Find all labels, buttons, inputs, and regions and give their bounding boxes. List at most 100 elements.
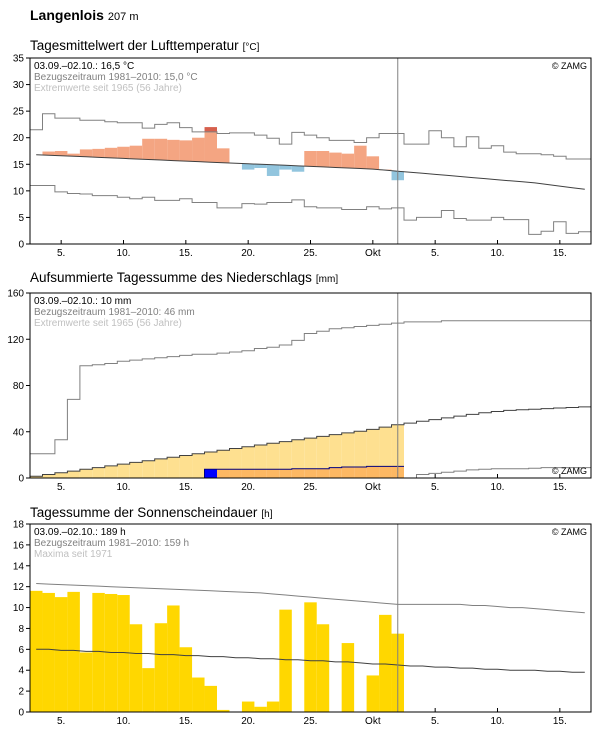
precip-actual-area <box>316 468 330 478</box>
x-tick-label: 15. <box>179 716 193 727</box>
x-tick-label: 15. <box>179 482 193 493</box>
panel-note: Bezugszeitraum 1981–2010: 159 h <box>34 538 189 549</box>
precip-deficit-area <box>354 431 367 468</box>
sunshine-bar <box>129 624 143 712</box>
precip-deficit-area <box>179 455 193 478</box>
x-tick-label: 15. <box>553 248 567 259</box>
copyright-label: © ZAMG <box>552 61 587 71</box>
y-tick-label: 16 <box>13 540 25 551</box>
sunshine-bar <box>254 706 267 712</box>
precip-deficit-area <box>167 457 180 478</box>
precip-actual-area <box>291 468 305 478</box>
temp-bar-above <box>341 153 355 169</box>
sunshine-bar <box>167 605 180 712</box>
x-tick-label: 5. <box>57 248 65 259</box>
precip-deficit-area <box>304 438 317 469</box>
sunshine-bar <box>154 623 168 712</box>
panel-unit: [h] <box>261 509 272 520</box>
y-tick-label: 120 <box>7 335 24 346</box>
panel-title-1: Tagesmittelwert der Lufttemperatur [°C] <box>30 38 260 53</box>
y-tick-label: 30 <box>13 80 25 91</box>
precip-actual-area <box>304 468 317 478</box>
panel-note: Extremwerte seit 1965 (56 Jahre) <box>34 318 182 329</box>
precip-deficit-area <box>291 439 305 469</box>
y-tick-label: 160 <box>7 289 24 300</box>
precip-deficit-area <box>192 453 205 478</box>
sunshine-bar <box>316 624 330 712</box>
panel-2: Aufsummierte Tagessumme des Niederschlag… <box>7 270 592 493</box>
sunshine-bar <box>304 602 317 712</box>
sunshine-bar <box>379 614 392 712</box>
temp-bar-above <box>104 147 118 158</box>
precip-actual-area <box>329 467 342 478</box>
panel-note: 03.09.–02.10.: 189 h <box>34 527 126 538</box>
y-tick-label: 18 <box>13 520 25 531</box>
y-tick-label: 12 <box>13 582 25 593</box>
plot-frame <box>29 523 592 713</box>
temp-bar-above <box>217 148 230 163</box>
temp-bar-below <box>291 165 305 172</box>
sunshine-bar <box>341 643 355 712</box>
panel-title-text: Aufsummierte Tagessumme des Niederschlag… <box>30 270 312 285</box>
precip-deficit-area <box>42 474 55 478</box>
x-tick-label: 10. <box>491 248 505 259</box>
sunshine-bar <box>92 592 105 712</box>
sunshine-bar <box>54 597 68 712</box>
sunshine-bar <box>142 668 155 712</box>
panel-3: Tagessumme der Sonnenscheindauer [h] 0 2 4 6 8… <box>13 505 592 727</box>
sunshine-bar <box>204 685 217 712</box>
precip-deficit-area <box>54 472 68 478</box>
temp-bar-extreme <box>204 127 217 132</box>
temp-bar-above <box>92 148 105 158</box>
y-tick-label: 40 <box>13 427 25 438</box>
temp-bar-above <box>316 151 330 167</box>
copyright-label: © ZAMG <box>552 466 587 476</box>
y-tick-label: 4 <box>18 666 24 677</box>
precip-deficit-area <box>67 471 80 478</box>
precip-deficit-area <box>341 432 355 468</box>
temp-bar-above <box>179 140 193 162</box>
panel-note: Extremwerte seit 1965 (56 Jahre) <box>34 83 182 94</box>
panel-note: 03.09.–02.10.: 10 mm <box>34 296 131 307</box>
x-tick-label: 5. <box>57 482 65 493</box>
panel-unit: [°C] <box>243 42 260 53</box>
panel-note: 03.09.–02.10.: 16,5 °C <box>34 61 134 72</box>
y-tick-label: 80 <box>13 381 25 392</box>
panel-title-text: Tagesmittelwert der Lufttemperatur <box>30 38 239 53</box>
x-tick-label: 10. <box>117 716 131 727</box>
precip-deficit-area <box>79 469 93 478</box>
temp-bar-above <box>192 137 205 162</box>
sunshine-bar <box>192 677 205 712</box>
plot-frame <box>29 292 592 479</box>
precip-deficit-area <box>129 462 143 478</box>
precip-actual-area <box>354 467 367 478</box>
sunshine-bar <box>366 675 380 712</box>
sunshine-bar <box>217 709 230 712</box>
temp-max-line <box>30 113 591 160</box>
y-tick-label: 15 <box>13 160 25 171</box>
y-tick-label: 2 <box>18 687 24 698</box>
temp-bar-above <box>329 152 342 168</box>
station-header: Langenlois 207 m <box>30 7 138 23</box>
temp-bar-above <box>354 145 367 169</box>
precip-deficit-area <box>104 465 118 478</box>
temp-normal-line <box>36 154 585 190</box>
panel-note: Bezugszeitraum 1981–2010: 46 mm <box>34 307 195 318</box>
precip-deficit-area <box>266 443 280 470</box>
station-name: Langenlois <box>30 7 104 23</box>
precip-deficit-area <box>366 429 380 467</box>
x-tick-label: 20. <box>241 482 255 493</box>
temp-bar-above <box>204 131 217 163</box>
temp-bar-above <box>42 151 55 156</box>
plot-frame <box>29 57 592 245</box>
precip-actual-area <box>366 466 380 478</box>
precip-deficit-area <box>329 434 342 468</box>
sunshine-normal-line <box>36 648 585 673</box>
sunshine-max-line <box>36 583 585 614</box>
x-tick-label: 15. <box>553 716 567 727</box>
x-tick-label: Okt <box>365 482 381 493</box>
precip-deficit-area <box>254 445 267 470</box>
x-tick-label: 20. <box>241 248 255 259</box>
precip-deficit-area <box>30 476 43 478</box>
